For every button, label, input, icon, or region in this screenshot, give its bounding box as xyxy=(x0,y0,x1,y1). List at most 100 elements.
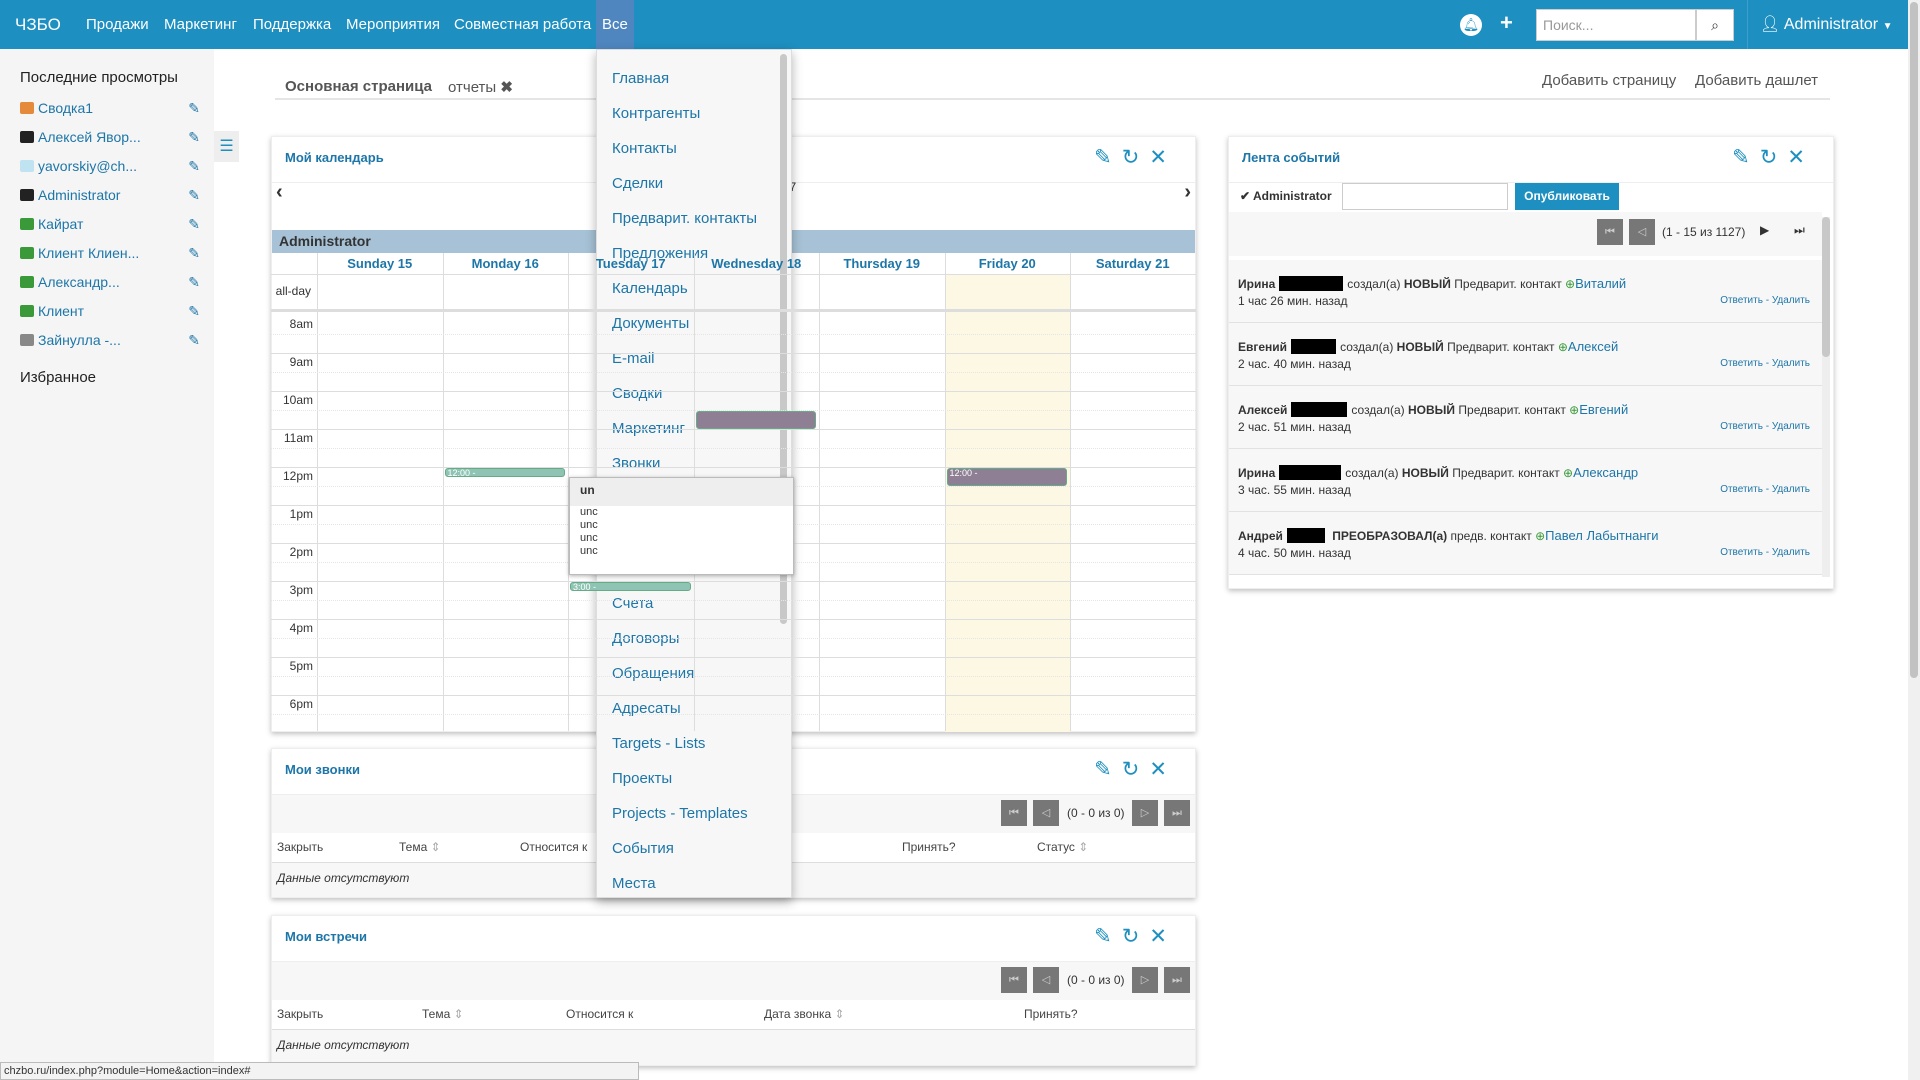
feed-target-link[interactable]: Павел Лабытнанги xyxy=(1545,528,1659,543)
dropdown-item[interactable]: Главная xyxy=(612,70,670,87)
day-header[interactable]: Thursday 19 xyxy=(843,256,921,271)
first-page-button[interactable]: ⏮ xyxy=(1597,219,1623,245)
day-header[interactable]: Sunday 15 xyxy=(347,256,413,271)
feed-reply-delete-links[interactable]: Ответить - Удалить xyxy=(1720,484,1810,495)
nav-collaboration[interactable]: Совместная работа xyxy=(454,16,592,33)
edit-pencil-icon[interactable]: ✎ xyxy=(188,216,200,232)
plus-icon[interactable]: + xyxy=(1500,10,1513,35)
dropdown-item[interactable]: Предварит. контакты xyxy=(612,210,758,227)
prev-page-button[interactable]: ◁ xyxy=(1629,219,1655,245)
feed-user-name[interactable]: Алексей xyxy=(1238,403,1288,417)
dashlet-title[interactable]: Лента событий xyxy=(1242,150,1341,165)
sidebar-recent-item[interactable]: Зайнулла -... ✎ xyxy=(20,332,200,354)
dropdown-item[interactable]: Targets - Lists xyxy=(612,735,706,752)
close-icon[interactable]: ✕ xyxy=(1787,146,1815,169)
brand-logo[interactable]: ЧЗБО xyxy=(15,15,61,34)
col-close[interactable]: Закрыть xyxy=(277,1007,324,1021)
refresh-icon[interactable]: ↻ xyxy=(1121,925,1150,948)
dropdown-item[interactable]: Места xyxy=(612,875,656,892)
next-page-button[interactable]: ▷ xyxy=(1132,967,1158,993)
dropdown-item[interactable]: Контрагенты xyxy=(612,105,701,122)
dropdown-item[interactable]: Маркетинг xyxy=(612,420,685,437)
next-week-icon[interactable]: › xyxy=(1184,181,1191,203)
next-page-icon[interactable]: ▶ xyxy=(1760,223,1770,237)
tab-main-page[interactable]: Основная страница xyxy=(285,78,432,95)
sidebar-recent-item[interactable]: Administrator ✎ xyxy=(20,187,200,209)
edit-pencil-icon[interactable]: ✎ xyxy=(188,158,200,174)
sidebar-recent-item[interactable]: Клиент ✎ xyxy=(20,303,200,325)
dropdown-item[interactable]: Адресаты xyxy=(612,700,681,717)
dropdown-item[interactable]: Документы xyxy=(612,315,690,332)
close-icon[interactable]: ✕ xyxy=(1149,146,1177,169)
dropdown-item[interactable]: Сводки xyxy=(612,385,663,402)
calendar-event[interactable] xyxy=(695,411,816,429)
col-date[interactable]: Дата звонка ⇕ xyxy=(764,1007,845,1021)
col-accept[interactable]: Принять? xyxy=(1024,1007,1078,1021)
bell-icon[interactable]: 🔔︎ xyxy=(1460,14,1482,36)
dropdown-item[interactable]: События xyxy=(612,840,674,857)
col-accept[interactable]: Принять? xyxy=(902,840,956,854)
feed-reply-delete-links[interactable]: Ответить - Удалить xyxy=(1720,358,1810,369)
calendar-event[interactable]: 12:00 - xyxy=(946,468,1067,486)
edit-pencil-icon[interactable]: ✎ xyxy=(188,303,200,319)
edit-pencil-icon[interactable]: ✎ xyxy=(188,245,200,261)
feed-scrollbar[interactable] xyxy=(1822,217,1830,577)
last-page-button[interactable]: ⏭ xyxy=(1164,967,1190,993)
last-page-button[interactable]: ⏭ xyxy=(1164,800,1190,826)
close-icon[interactable]: ✕ xyxy=(1149,758,1177,781)
feed-target-link[interactable]: Евгений xyxy=(1579,402,1629,417)
edit-pencil-icon[interactable]: ✎ xyxy=(188,129,200,145)
feed-user-toggle[interactable]: ✔︎ Administrator xyxy=(1240,189,1332,203)
prev-page-button[interactable]: ◁ xyxy=(1033,800,1059,826)
nav-all[interactable]: Все xyxy=(596,0,634,49)
edit-pencil-icon[interactable]: ✎ xyxy=(1094,146,1122,169)
feed-user-name[interactable]: Евгений xyxy=(1238,340,1288,354)
sidebar-recent-item[interactable]: yavorskiy@ch... ✎ xyxy=(20,158,200,180)
dropdown-item[interactable]: Контакты xyxy=(612,140,677,157)
dashlet-title[interactable]: Мой календарь xyxy=(285,150,384,165)
add-dashlet-link[interactable]: Добавить дашлет xyxy=(1695,72,1819,89)
feed-post-input[interactable] xyxy=(1342,183,1508,210)
feed-user-name[interactable]: Андрей xyxy=(1238,529,1283,543)
dropdown-item[interactable]: Счета xyxy=(612,595,654,612)
edit-pencil-icon[interactable]: ✎ xyxy=(188,332,200,348)
close-icon[interactable]: ✕ xyxy=(1149,925,1177,948)
dropdown-item[interactable]: Обращения xyxy=(612,665,695,682)
edit-pencil-icon[interactable]: ✎ xyxy=(188,274,200,290)
search-button[interactable]: ⌕ xyxy=(1696,9,1734,41)
dropdown-item[interactable]: Projects - Templates xyxy=(612,805,748,822)
nav-support[interactable]: Поддержка xyxy=(253,16,332,33)
feed-user-name[interactable]: Ирина xyxy=(1238,466,1276,480)
last-page-icon[interactable]: ⏭ xyxy=(1794,223,1805,237)
first-page-button[interactable]: ⏮ xyxy=(1001,967,1027,993)
day-header[interactable]: Monday 16 xyxy=(471,256,539,271)
add-page-link[interactable]: Добавить страницу xyxy=(1542,72,1677,89)
col-related[interactable]: Относится к xyxy=(520,840,588,854)
sidebar-recent-item[interactable]: Сводка1 ✎ xyxy=(20,100,200,122)
refresh-icon[interactable]: ↻ xyxy=(1759,146,1788,169)
edit-pencil-icon[interactable]: ✎ xyxy=(188,187,200,203)
prev-page-button[interactable]: ◁ xyxy=(1033,967,1059,993)
day-header[interactable]: Tuesday 17 xyxy=(595,256,666,271)
day-header[interactable]: Wednesday 18 xyxy=(711,256,802,271)
user-menu[interactable]: 👤︎ Administrator ▼ xyxy=(1760,0,1892,49)
first-page-button[interactable]: ⏮ xyxy=(1001,800,1027,826)
publish-button[interactable]: Опубликовать xyxy=(1515,183,1619,210)
dropdown-item[interactable]: E-mail xyxy=(612,350,655,367)
calendar-event[interactable]: 12:00 - xyxy=(444,468,565,477)
refresh-icon[interactable]: ↻ xyxy=(1121,758,1150,781)
dropdown-item[interactable]: Предложения xyxy=(612,245,709,262)
day-header[interactable]: Saturday 21 xyxy=(1095,256,1170,271)
feed-user-name[interactable]: Ирина xyxy=(1238,277,1276,291)
edit-pencil-icon[interactable]: ✎ xyxy=(1094,925,1122,948)
feed-reply-delete-links[interactable]: Ответить - Удалить xyxy=(1720,295,1810,306)
col-related[interactable]: Относится к xyxy=(566,1007,634,1021)
col-status[interactable]: Статус ⇕ xyxy=(1037,840,1088,854)
day-header[interactable]: Friday 20 xyxy=(978,256,1036,271)
feed-target-link[interactable]: Виталий xyxy=(1575,276,1627,291)
feed-target-link[interactable]: Алексей xyxy=(1567,339,1619,354)
dropdown-scrollbar[interactable] xyxy=(780,54,787,624)
col-subject[interactable]: Тема ⇕ xyxy=(399,840,441,854)
col-close[interactable]: Закрыть xyxy=(277,840,324,854)
sidebar-recent-item[interactable]: Кайрат ✎ xyxy=(20,216,200,238)
